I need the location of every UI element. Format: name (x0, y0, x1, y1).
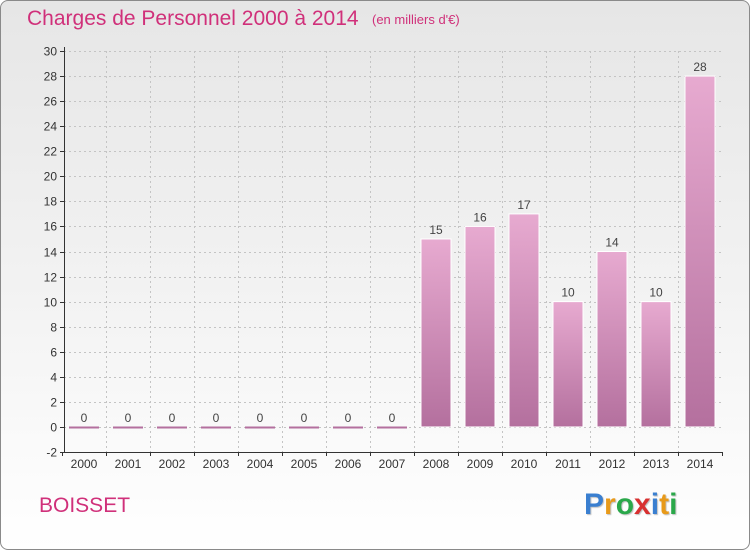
x-tick-label-2003: 2003 (203, 457, 230, 471)
data-label-2007: 0 (389, 411, 396, 425)
y-tick-label: 28 (44, 70, 58, 84)
x-tick-label-2002: 2002 (159, 457, 186, 471)
data-label-2002: 0 (169, 411, 176, 425)
y-tick-label: 18 (44, 195, 58, 209)
bar-2012 (596, 251, 628, 428)
y-tick-label: 16 (44, 220, 58, 234)
y-tick-label: -2 (46, 446, 57, 460)
data-label-2004: 0 (257, 411, 264, 425)
data-label-2000: 0 (81, 411, 88, 425)
bar-2010 (508, 213, 540, 428)
data-label-2006: 0 (345, 411, 352, 425)
x-tick-label-2007: 2007 (379, 457, 406, 471)
logo-letter: i (669, 488, 678, 521)
y-tick-label: 6 (50, 346, 57, 360)
x-tick-label-2000: 2000 (71, 457, 98, 471)
logo-letter: t (659, 488, 670, 521)
bar-2013 (640, 301, 672, 428)
data-label-2011: 10 (561, 286, 575, 300)
data-labels: 0 2000 0 2001 0 2002 0 2003 0 2004 0 2005 0 2006 0 2007… (71, 60, 714, 471)
x-tick-label-2009: 2009 (467, 457, 494, 471)
data-label-2009: 16 (473, 210, 487, 224)
logo-letter: i (650, 488, 660, 521)
x-tick-label-2012: 2012 (599, 457, 626, 471)
y-tick-label: 20 (44, 170, 58, 184)
logo-letter: o (615, 488, 635, 521)
x-tick-label-2004: 2004 (247, 457, 274, 471)
x-tick-label-2008: 2008 (423, 457, 450, 471)
data-label-2012: 14 (605, 236, 619, 250)
x-tick-label-2001: 2001 (115, 457, 142, 471)
y-tick-label: 4 (50, 371, 57, 385)
x-tick-label-2006: 2006 (335, 457, 362, 471)
data-label-2014: 28 (693, 60, 707, 74)
y-tick-label: 26 (44, 95, 58, 109)
y-tick-label: 22 (44, 145, 58, 159)
y-tick-label: 30 (44, 45, 58, 59)
logo-letter: r (604, 488, 616, 521)
commune-name: BOISSET (39, 494, 131, 517)
proxiti-logo[interactable]: Proxiti (584, 488, 677, 522)
bar-2011 (552, 301, 584, 428)
data-label-2010: 17 (517, 198, 531, 212)
x-tick-label-2010: 2010 (511, 457, 538, 471)
chart-title: Charges de Personnel 2000 à 2014 (27, 7, 359, 30)
logo-letter: P (584, 488, 605, 521)
y-tick-label: 24 (44, 120, 58, 134)
y-tick-label: 0 (50, 421, 57, 435)
x-tick-label-2011: 2011 (555, 457, 581, 471)
data-label-2008: 15 (429, 223, 443, 237)
y-tick-label: 8 (50, 321, 57, 335)
bar-2009 (464, 225, 496, 428)
y-tick-label: 12 (44, 271, 58, 285)
bars (69, 75, 716, 429)
y-tick-label: 14 (44, 246, 58, 260)
x-tick-label-2013: 2013 (643, 457, 670, 471)
bar-2014 (684, 75, 716, 428)
y-tick-label: 2 (50, 396, 57, 410)
x-tick-label-2005: 2005 (291, 457, 318, 471)
grid-lines (64, 51, 723, 452)
y-tick-label: 10 (44, 296, 58, 310)
data-label-2001: 0 (125, 411, 132, 425)
data-label-2003: 0 (213, 411, 220, 425)
x-tick-label-2014: 2014 (687, 457, 714, 471)
data-label-2013: 10 (649, 286, 663, 300)
bar-2008 (420, 238, 452, 428)
data-label-2005: 0 (301, 411, 308, 425)
chart-unit: (en milliers d'€) (372, 12, 460, 27)
logo-letter: x (634, 488, 651, 521)
